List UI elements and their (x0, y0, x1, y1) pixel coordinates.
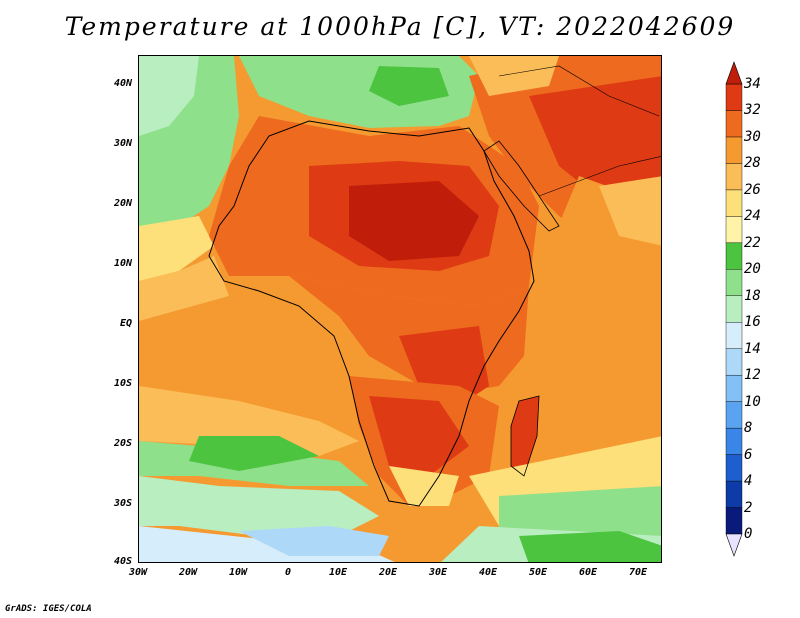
lon-label: 30E (428, 567, 448, 578)
lat-label: 20N (113, 198, 132, 209)
footer-credit: GrADS: IGES/COLA (5, 604, 92, 614)
lon-label: 70E (628, 567, 648, 578)
colorbar-label: 8 (744, 420, 753, 437)
colorbar-swatch (725, 427, 743, 455)
temperature-field (139, 56, 661, 562)
colorbar-label: 10 (744, 393, 761, 410)
colorbar-swatch (725, 374, 743, 402)
lon-label: 10W (228, 567, 248, 578)
lon-label: 50E (528, 567, 548, 578)
colorbar-label: 16 (744, 314, 761, 331)
plot-title: Temperature at 1000hPa [C], VT: 20220426… (64, 12, 736, 41)
colorbar-label: 2 (744, 499, 753, 516)
lat-label: 30S (113, 498, 132, 509)
colorbar-swatch (725, 507, 743, 535)
colorbar-label: 26 (744, 181, 761, 198)
temperature-map (138, 55, 662, 563)
colorbar-label: 32 (744, 102, 761, 119)
lon-label: 10E (328, 567, 348, 578)
colorbar-swatch (725, 110, 743, 138)
colorbar-label: 12 (744, 367, 761, 384)
lat-label: 30N (113, 138, 132, 149)
colorbar-label: 24 (744, 208, 761, 225)
lat-label: 10N (113, 258, 132, 269)
lat-label: EQ (119, 318, 132, 329)
africa-coastline (208, 120, 535, 507)
colorbar-swatch (725, 454, 743, 482)
colorbar-label: 22 (744, 234, 761, 251)
colorbar-over-triangle (725, 61, 743, 85)
colorbar-label: 6 (744, 446, 753, 463)
colorbar-swatch (725, 83, 743, 111)
colorbar (725, 61, 743, 557)
colorbar-label: 20 (744, 261, 761, 278)
colorbar-swatch (725, 163, 743, 191)
lon-label: 20E (378, 567, 398, 578)
red-sea-outline (483, 140, 560, 232)
colorbar-swatch (725, 242, 743, 270)
colorbar-swatch (725, 216, 743, 244)
lat-label: 40S (113, 556, 132, 567)
colorbar-label: 18 (744, 287, 761, 304)
colorbar-label: 4 (744, 473, 753, 490)
lon-label: 30W (128, 567, 148, 578)
lat-label: 40N (113, 78, 132, 89)
colorbar-label: 14 (744, 340, 761, 357)
colorbar-under-triangle (725, 533, 743, 557)
colorbar-label: 34 (744, 76, 761, 92)
colorbar-swatch (725, 322, 743, 349)
colorbar-label: 28 (744, 155, 761, 172)
colorbar-swatch (725, 295, 743, 323)
colorbar-swatch (725, 136, 743, 164)
lon-label: 40E (478, 567, 498, 578)
colorbar-swatch (725, 401, 743, 429)
lon-label: 20W (178, 567, 198, 578)
lon-label: 0 (284, 567, 292, 578)
colorbar-swatch (725, 189, 743, 217)
lon-label: 60E (578, 567, 598, 578)
madagascar (511, 396, 539, 476)
colorbar-swatch (725, 348, 743, 376)
colorbar-swatch (725, 269, 743, 296)
lat-label: 10S (113, 378, 132, 389)
colorbar-swatch (725, 480, 743, 508)
colorbar-label: 0 (744, 526, 753, 542)
lat-label: 20S (113, 438, 132, 449)
colorbar-label: 30 (744, 128, 761, 145)
